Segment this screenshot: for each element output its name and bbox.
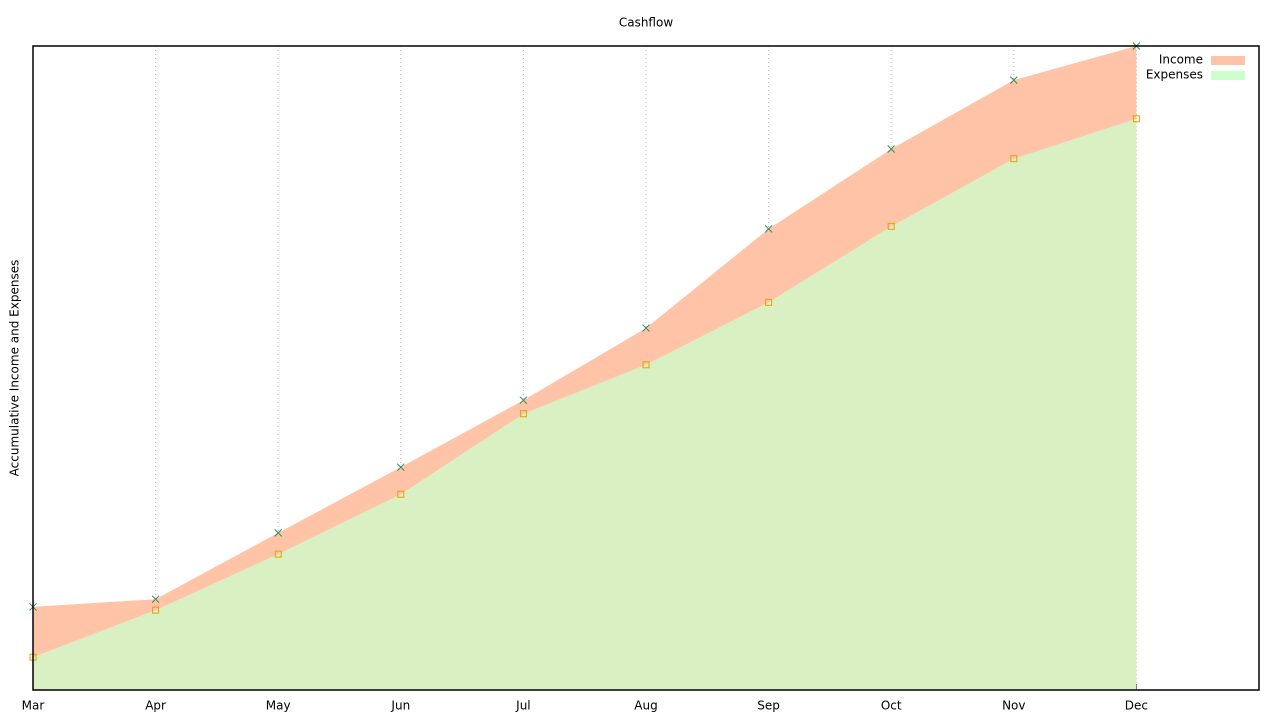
- x-tick-label: Jul: [515, 699, 530, 713]
- x-tick-label: Sep: [757, 699, 780, 713]
- x-tick-label: Nov: [1002, 699, 1025, 713]
- marker: [274, 529, 283, 537]
- x-tick-label: Aug: [634, 699, 657, 713]
- marker: [519, 396, 528, 405]
- legend-label: Expenses: [1146, 68, 1203, 82]
- marker: [642, 324, 650, 332]
- marker: [151, 595, 160, 604]
- marker: [519, 410, 527, 418]
- legend-label: Income: [1159, 53, 1203, 67]
- marker: [642, 361, 650, 369]
- x-tick-label: Jun: [390, 699, 410, 713]
- x-tick-label: Oct: [881, 699, 902, 713]
- marker: [887, 145, 896, 153]
- marker: [274, 550, 282, 558]
- marker: [152, 606, 160, 614]
- marker: [887, 222, 895, 230]
- y-axis-label: Accumulative Income and Expenses: [8, 260, 22, 477]
- x-tick-label: Apr: [145, 699, 166, 713]
- marker: [396, 463, 405, 472]
- marker: [764, 225, 773, 233]
- legend-swatch: [1211, 71, 1245, 80]
- marker: [1009, 76, 1018, 84]
- legend-swatch: [1211, 56, 1245, 65]
- marker: [765, 298, 773, 306]
- x-tick-label: May: [266, 699, 291, 713]
- marker: [1132, 115, 1140, 123]
- marker: [1010, 155, 1018, 163]
- chart-title: Cashflow: [619, 16, 673, 30]
- plot-frame: [32, 45, 1260, 691]
- marker: [397, 490, 405, 498]
- area: [33, 118, 1137, 691]
- x-tick-label: Mar: [22, 699, 45, 713]
- x-tick-label: Dec: [1125, 699, 1148, 713]
